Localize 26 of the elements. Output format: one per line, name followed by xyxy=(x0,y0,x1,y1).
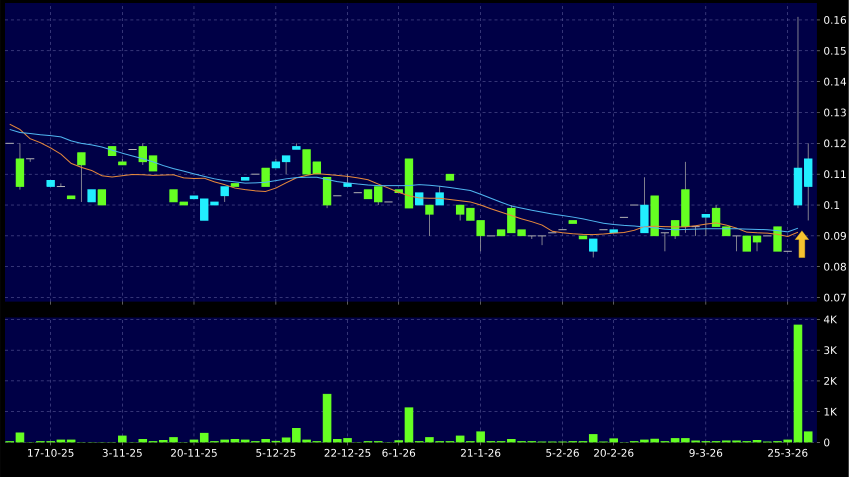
y-tick-label: 0.14 xyxy=(824,78,846,86)
y-tick-label: 0.08 xyxy=(824,262,846,270)
x-tick-label: 20-11-25 xyxy=(171,448,217,457)
x-tick-label: 20-2-26 xyxy=(594,448,634,457)
x-tick-label: 17-10-25 xyxy=(28,448,74,457)
y-tick-label: 0 xyxy=(824,438,830,446)
y-tick-label: 3K xyxy=(824,346,838,354)
y-tick-label: 4K xyxy=(824,315,838,324)
y-tick-label: 0.16 xyxy=(824,16,846,24)
x-tick-label: 25-3-26 xyxy=(768,448,808,457)
y-tick-label: 0.15 xyxy=(824,46,846,55)
x-tick-label: 5-2-26 xyxy=(546,448,579,457)
y-tick-label: 0.11 xyxy=(824,170,846,178)
x-tick-label: 3-11-25 xyxy=(102,448,142,457)
y-tick-label: 0.1 xyxy=(824,200,840,209)
y-tick-label: 2K xyxy=(824,376,838,385)
x-tick-label: 6-1-26 xyxy=(382,448,416,457)
y-tick-label: 0.09 xyxy=(824,232,846,240)
y-tick-label: 0.07 xyxy=(824,293,846,302)
y-tick-label: 0.13 xyxy=(824,108,846,116)
x-tick-label: 5-12-25 xyxy=(256,448,296,457)
x-tick-label: 21-1-26 xyxy=(461,448,500,457)
y-tick-label: 1K xyxy=(824,408,838,416)
y-tick-label: 0.12 xyxy=(824,139,846,148)
x-tick-label: 9-3-26 xyxy=(689,448,722,457)
x-tick-label: 22-12-25 xyxy=(324,448,370,457)
